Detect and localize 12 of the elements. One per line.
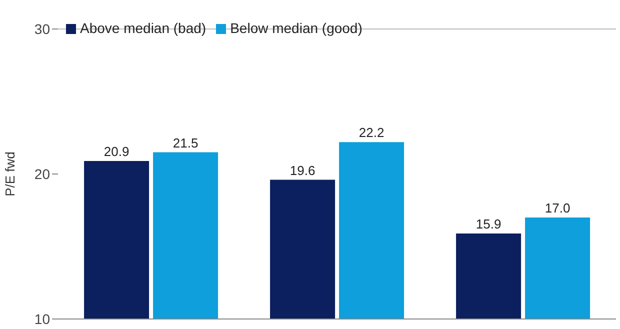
data-label: 15.9 bbox=[476, 216, 502, 232]
data-label: 19.6 bbox=[290, 162, 316, 178]
data-label: 20.9 bbox=[104, 144, 130, 159]
y-axis-title: P/E fwd bbox=[2, 152, 18, 196]
data-label: 21.5 bbox=[172, 135, 198, 150]
y-tick-label: 30 bbox=[34, 20, 50, 37]
y-tick-label: 10 bbox=[34, 310, 50, 327]
y-tick-label: 20 bbox=[34, 166, 50, 182]
data-label: 22.2 bbox=[358, 125, 384, 140]
legend-label: Below median (good) bbox=[230, 20, 362, 36]
data-label: 17.0 bbox=[544, 200, 570, 216]
legend-label: Above median (bad) bbox=[80, 20, 206, 36]
